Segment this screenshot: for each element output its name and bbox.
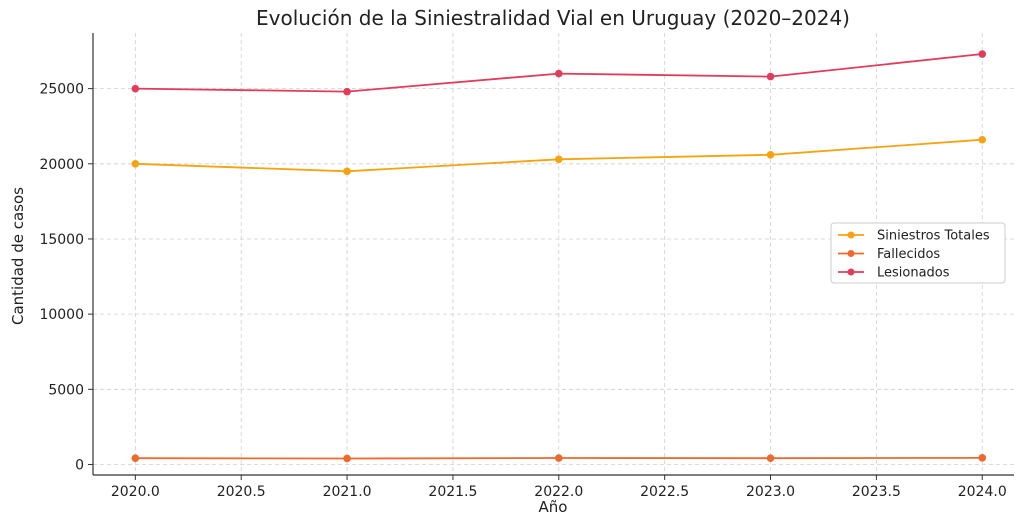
data-point [131, 84, 140, 93]
y-tick-label: 25000 [39, 82, 84, 98]
legend-swatch-marker [847, 231, 855, 239]
x-tick-label: 2021.0 [323, 484, 372, 500]
x-tick-label: 2022.0 [534, 484, 583, 500]
data-point [554, 69, 563, 78]
x-tick-label: 2023.0 [746, 484, 795, 500]
legend-box [830, 222, 1006, 284]
data-point [343, 454, 351, 463]
x-tick-label: 2020.0 [111, 484, 160, 500]
legend-swatch-marker [847, 250, 855, 257]
axes [88, 33, 1014, 480]
series-0 [131, 135, 987, 176]
chart-title: Evolución de la Siniestralidad Vial en U… [256, 6, 850, 30]
tick-labels: 2020.0 2020.5 2021.0 2021.5 2022.0 2022.5 2023… [39, 82, 1006, 500]
data-point [978, 454, 987, 462]
legend-item: Siniestros Totales [838, 229, 990, 244]
x-tick-label: 2023.5 [852, 484, 901, 500]
series-2 [131, 50, 987, 96]
y-tick-label: 0 [75, 457, 84, 473]
data-point [131, 454, 140, 462]
data-point [554, 454, 563, 462]
legend-label: Lesionados [877, 266, 950, 281]
x-axis-label: Año [539, 498, 568, 516]
y-tick-label: 5000 [48, 382, 84, 398]
y-tick-label: 15000 [39, 232, 84, 248]
data-point [131, 159, 140, 168]
y-tick-label: 10000 [39, 307, 84, 323]
legend-item: Lesionados [838, 266, 950, 281]
series [131, 50, 987, 463]
legend-label: Fallecidos [877, 247, 940, 262]
data-point [978, 50, 987, 58]
data-point [554, 155, 563, 164]
data-point [766, 454, 775, 462]
y-tick-label: 20000 [39, 157, 84, 173]
data-point [343, 87, 351, 96]
legend-item: Fallecidos [838, 247, 940, 262]
x-tick-label: 2024.0 [958, 484, 1007, 500]
legend-label: Siniestros Totales [877, 229, 990, 244]
data-point [978, 135, 987, 144]
data-point [766, 150, 775, 159]
legend: Siniestros Totales Fallecidos Lesionados [830, 222, 1006, 284]
x-tick-label: 2020.5 [217, 484, 266, 500]
x-tick-label: 2022.5 [640, 484, 689, 500]
data-point [343, 167, 351, 176]
data-point [766, 72, 775, 81]
x-tick-label: 2021.5 [428, 484, 477, 500]
legend-swatch-marker [847, 268, 855, 276]
series-1 [131, 454, 987, 463]
y-axis-label: Cantidad de casos [9, 187, 27, 325]
